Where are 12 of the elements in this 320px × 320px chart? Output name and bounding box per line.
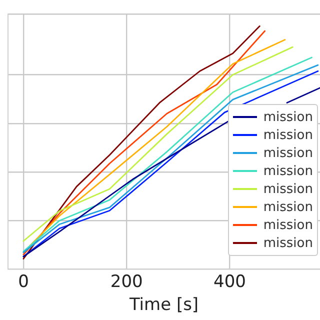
legend-label: mission	[263, 236, 313, 250]
legend-label: mission	[263, 200, 313, 214]
legend-label: mission	[263, 146, 313, 160]
legend-label: mission	[263, 218, 313, 232]
legend-label: mission	[263, 128, 313, 142]
legend-label: mission	[263, 182, 313, 196]
legend-label: mission	[263, 110, 313, 124]
x-tick-label: 0	[18, 272, 29, 292]
x-tick-label: 400	[214, 272, 246, 292]
legend-label: mission	[263, 164, 313, 178]
x-axis-title: Time [s]	[128, 295, 199, 316]
x-tick-label: 200	[110, 272, 143, 292]
